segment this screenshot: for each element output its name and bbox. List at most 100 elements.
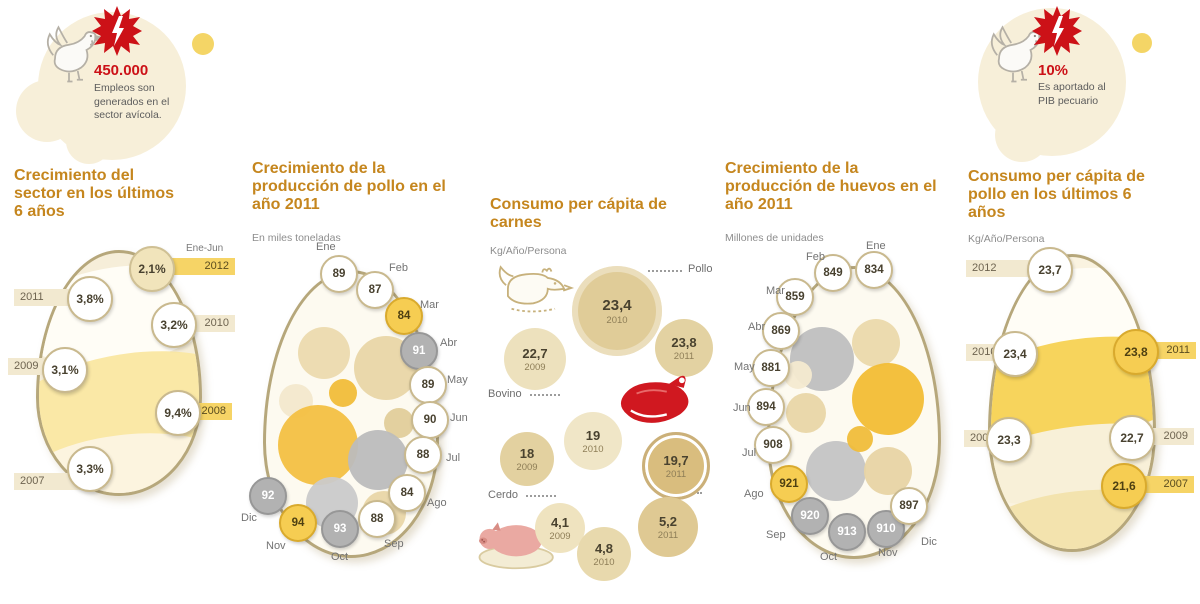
leader-dots (530, 394, 560, 396)
meat-bubble-pollo-2011: 23,8 2011 (655, 319, 713, 377)
month-label-feb: Feb (389, 262, 408, 274)
month-bubble-jul: 88 (404, 436, 442, 474)
month-label-abr: Abr (748, 321, 766, 333)
value-bubble-2012: 23,7 (1027, 247, 1073, 293)
badge-blob (66, 118, 112, 164)
value-bubble-2009: 3,1% (42, 347, 88, 393)
month-bubble-nov: 94 (279, 504, 317, 542)
badge-value: 450.000 (94, 62, 149, 79)
gold-dot (192, 33, 214, 55)
meat-bubble-bovino-2009: 18 2009 (500, 432, 554, 486)
month-bubble-feb: 87 (356, 271, 394, 309)
bubble-value: 18 (519, 445, 535, 461)
leader-dots (526, 495, 556, 497)
bubble-year: 2009 (549, 530, 571, 542)
leader-dots (648, 270, 682, 272)
month-bubble-jun: 894 (747, 388, 785, 426)
meat-bubble-bovino-2010: 19 2010 (564, 412, 622, 470)
month-label-ene: Ene (866, 240, 886, 252)
badge-text: Es aportado al PIB pecuario (1038, 81, 1106, 107)
month-bubble-jul: 908 (754, 426, 792, 464)
gold-dot (1132, 33, 1152, 53)
value-bubble-2011: 23,8 (1113, 329, 1159, 375)
bubble-value: 4,1 (550, 514, 570, 530)
bubble-year: 2010 (606, 314, 628, 326)
value-bubble-2007: 21,6 (1101, 463, 1147, 509)
bubble-value: 22,7 (522, 345, 548, 361)
month-bubble-oct: 913 (828, 513, 866, 551)
month-bubble-oct: 93 (321, 510, 359, 548)
month-label-oct: Oct (331, 551, 349, 563)
hen-icon (494, 258, 578, 316)
panel-title-sector: Crecimiento del sector en los últimos 6 … (14, 167, 175, 221)
bubble-value: 19 (585, 427, 601, 443)
badge-blob (995, 108, 1049, 162)
month-label-may: May (447, 374, 468, 386)
month-label-abr: Abr (440, 337, 458, 349)
month-bubble-dic: 92 (249, 477, 287, 515)
month-bubble-abr: 869 (762, 312, 800, 350)
month-label-ene: Ene (316, 241, 336, 253)
value-bubble-2010: 3,2% (151, 302, 197, 348)
month-bubble-ene: 89 (320, 255, 358, 293)
month-label-jul: Jul (446, 452, 461, 464)
value-bubble-2009: 22,7 (1109, 415, 1155, 461)
month-bubble-may: 881 (752, 349, 790, 387)
bubble-year: 2009 (524, 361, 546, 373)
month-label-mar: Mar (766, 285, 785, 297)
bubble-value: 23,8 (671, 334, 697, 350)
month-bubble-mar: 84 (385, 297, 423, 335)
category-label-bovino: Bovino (488, 388, 522, 400)
month-label-dic: Dic (921, 536, 937, 548)
badge-value: 10% (1038, 62, 1069, 79)
month-bubble-abr: 91 (400, 332, 438, 370)
panel-title-pollo-prod: Crecimiento de la producción de pollo en… (252, 160, 446, 214)
month-label-ago: Ago (427, 497, 447, 509)
chicken-icon (40, 22, 112, 92)
value-bubble-2008: 23,3 (986, 417, 1032, 463)
month-label-dic: Dic (241, 512, 257, 524)
beef-icon (612, 372, 697, 434)
bubble-year: 2010 (593, 556, 615, 568)
bubble-year: 2009 (516, 461, 538, 473)
pig-icon (474, 505, 562, 571)
bubble-year: 2011 (673, 350, 695, 362)
month-label-sep: Sep (384, 538, 404, 550)
value-bubble-2012: 2,1% (129, 246, 175, 292)
month-label-mar: Mar (420, 299, 439, 311)
meat-bubble-cerdo-2011: 5,2 2011 (638, 497, 698, 557)
panel-subtitle: Kg/Año/Persona (490, 245, 567, 257)
month-label-nov: Nov (266, 540, 286, 552)
meat-bubble-pollo-2009: 22,7 2009 (504, 328, 566, 390)
month-bubble-may: 89 (409, 366, 447, 404)
month-bubble-ene: 834 (855, 251, 893, 289)
category-label-cerdo: Cerdo (488, 489, 518, 501)
month-label-jun: Jun (450, 412, 468, 424)
month-label-sep: Sep (766, 529, 786, 541)
month-label-jul: Jul (742, 447, 757, 459)
bubble-value: 23,4 (602, 296, 632, 314)
bubble-value: 4,8 (594, 540, 614, 556)
bubble-year: 2011 (657, 529, 679, 541)
bubble-value: 5,2 (658, 513, 678, 529)
meat-bubble-bovino-2011: 19,7 2011 (642, 432, 710, 500)
value-bubble-2010: 23,4 (992, 331, 1038, 377)
panel-title-huevos-prod: Crecimiento de la producción de huevos e… (725, 160, 937, 214)
month-bubble-dic: 897 (890, 487, 928, 525)
month-label-oct: Oct (820, 551, 838, 563)
month-bubble-ago: 921 (770, 465, 808, 503)
month-label-ago: Ago (744, 488, 764, 500)
meat-bubble-cerdo-2009: 4,1 2009 (535, 503, 585, 553)
starburst-icon (1032, 6, 1082, 56)
panel-subtitle: En miles toneladas (252, 232, 341, 244)
month-label-jun: Jun (733, 402, 751, 414)
month-label-feb: Feb (806, 251, 825, 263)
value-bubble-2008: 9,4% (155, 390, 201, 436)
month-bubble-ago: 84 (388, 474, 426, 512)
panel-title-carnes: Consumo per cápita de carnes (490, 196, 667, 232)
meat-bubble-cerdo-2010: 4,8 2010 (577, 527, 631, 581)
egg-shape (263, 270, 439, 558)
period-label: Ene-Jun (186, 243, 224, 254)
value-bubble-2011: 3,8% (67, 276, 113, 322)
